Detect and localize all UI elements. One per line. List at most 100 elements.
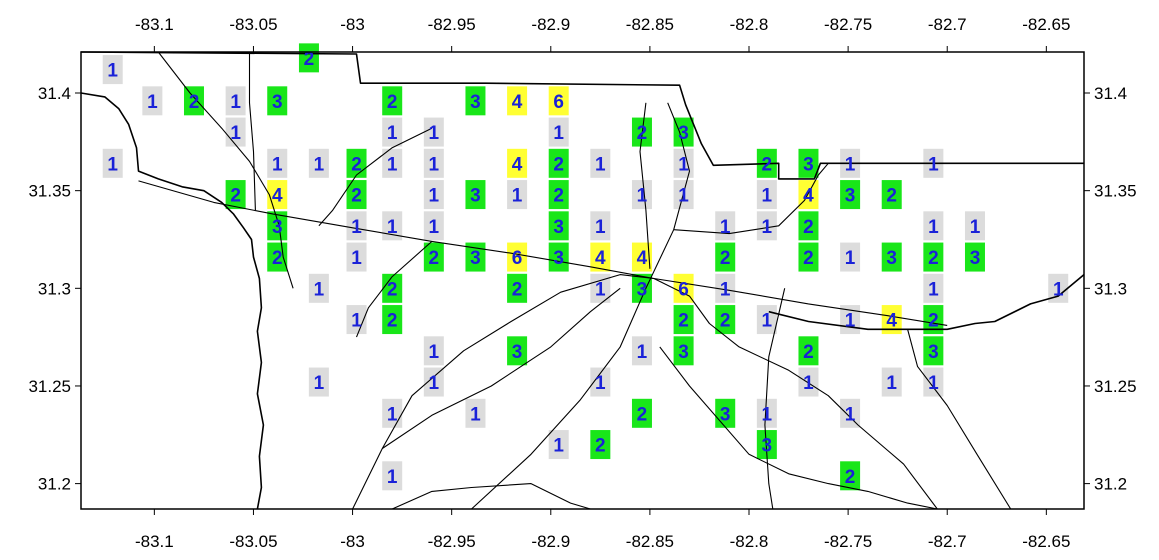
y-axis-right: 31.4 31.35 31.3 31.25 31.2 xyxy=(1084,84,1137,494)
grid-cell xyxy=(548,211,569,241)
y-tick-label-left: 31.25 xyxy=(28,377,71,396)
road-network xyxy=(138,51,1012,510)
county-boundaries xyxy=(80,51,1085,510)
grid-cell xyxy=(964,211,985,241)
grid-cell xyxy=(590,430,611,460)
grid-cell-count: 2 xyxy=(387,279,398,300)
grid-cell xyxy=(507,86,528,116)
grid-cell xyxy=(673,148,694,178)
boundary-line xyxy=(80,92,265,510)
grid-cell-count: 6 xyxy=(512,248,523,269)
y-axis-left: 31.4 31.35 31.3 31.25 31.2 xyxy=(28,84,81,494)
grid-cell-count: 1 xyxy=(720,217,731,238)
grid-cell-count: 1 xyxy=(272,154,283,175)
grid-cell-count: 4 xyxy=(637,248,648,269)
grid-cell-count: 1 xyxy=(387,467,398,488)
x-tick-label-top: -82.8 xyxy=(730,15,769,34)
grid-cell-count: 2 xyxy=(678,311,689,332)
grid-cell-count: 2 xyxy=(351,186,362,207)
plot-frame xyxy=(80,51,1085,510)
observation-counts: 1 2 1 2 1 3 2 3 4 6 1 1 1 1 2 3 1 1 1 2 1 1 4 2 1 1 2 3 1 1 2 4 2 1 3 1 2 1 1 1… xyxy=(107,49,1064,488)
grid-cell xyxy=(631,336,652,366)
grid-cell-count: 1 xyxy=(928,373,939,394)
grid-cell-count: 6 xyxy=(678,279,689,300)
grid-cell xyxy=(382,148,403,178)
grid-cell xyxy=(382,461,403,491)
grid-cell xyxy=(840,398,861,428)
grid-cell-count: 2 xyxy=(928,248,939,269)
grid-cell-count: 1 xyxy=(553,436,564,457)
y-tick-label-right: 31.35 xyxy=(1094,182,1137,201)
grid-cell-count: 1 xyxy=(845,154,856,175)
grid-cell xyxy=(382,117,403,147)
grid-cell-count: 1 xyxy=(387,217,398,238)
grid-cell xyxy=(423,117,444,147)
grid-cell xyxy=(423,180,444,210)
grid-cell-count: 2 xyxy=(845,467,856,488)
grid-cell-count: 1 xyxy=(429,373,440,394)
x-tick-label-bottom: -83 xyxy=(340,532,365,551)
grid-cell xyxy=(507,242,528,272)
grid-cell xyxy=(465,242,486,272)
grid-cell-count: 6 xyxy=(553,92,564,113)
grid-cell xyxy=(507,148,528,178)
grid-cell-count: 1 xyxy=(762,186,773,207)
grid-cell-count: 2 xyxy=(762,154,773,175)
grid-cell-count: 1 xyxy=(429,123,440,144)
grid-cell-count: 2 xyxy=(429,248,440,269)
grid-cell xyxy=(923,305,944,335)
grid-cell-count: 1 xyxy=(314,373,325,394)
grid-cell-count: 3 xyxy=(678,123,689,144)
grid-cell-count: 2 xyxy=(553,154,564,175)
road-line xyxy=(907,329,1012,510)
grid-cell xyxy=(590,367,611,397)
grid-cell-count: 1 xyxy=(387,154,398,175)
grid-cell-count: 2 xyxy=(512,279,523,300)
grid-cell xyxy=(923,273,944,303)
grid-cell xyxy=(465,180,486,210)
grid-cell xyxy=(590,242,611,272)
road-line xyxy=(764,288,786,510)
grid-cell-count: 1 xyxy=(230,123,241,144)
grid-cell-count: 1 xyxy=(147,92,158,113)
y-tick-label-left: 31.2 xyxy=(38,475,71,494)
x-tick-label-bottom: -82.95 xyxy=(428,532,476,551)
grid-cell-count: 1 xyxy=(595,373,606,394)
boundary-line xyxy=(80,51,1084,180)
road-line xyxy=(639,102,651,269)
grid-cell-count: 1 xyxy=(678,186,689,207)
grid-cell-count: 1 xyxy=(429,154,440,175)
grid-cell-count: 2 xyxy=(387,92,398,113)
road-line xyxy=(659,346,938,510)
grid-cell-count: 3 xyxy=(553,217,564,238)
grid-cell xyxy=(756,211,777,241)
grid-cell xyxy=(225,86,246,116)
grid-cell-count: 1 xyxy=(351,248,362,269)
grid-cell xyxy=(798,367,819,397)
grid-cell-count: 1 xyxy=(351,311,362,332)
grid-cell-count: 3 xyxy=(845,186,856,207)
grid-cell xyxy=(881,367,902,397)
x-tick-label-top: -82.9 xyxy=(531,15,570,34)
grid-cell-count: 1 xyxy=(928,154,939,175)
grid-cell-count: 2 xyxy=(304,49,315,70)
grid-cell-count: 1 xyxy=(387,404,398,425)
grid-cell xyxy=(798,148,819,178)
x-tick-label-bottom: -83.1 xyxy=(135,532,174,551)
grid-cell xyxy=(840,242,861,272)
grid-cell-count: 1 xyxy=(553,123,564,144)
grid-cell xyxy=(382,305,403,335)
grid-cell-count: 2 xyxy=(637,123,648,144)
grid-cell xyxy=(964,242,985,272)
y-tick-label-left: 31.4 xyxy=(38,84,71,103)
x-tick-label-top: -82.65 xyxy=(1022,15,1070,34)
grid-cell xyxy=(142,86,163,116)
grid-cell-count: 3 xyxy=(678,342,689,363)
x-tick-label-bottom: -83.05 xyxy=(229,532,277,551)
grid-cell xyxy=(631,273,652,303)
grid-cell-count: 1 xyxy=(230,92,241,113)
grid-cell-count: 2 xyxy=(351,154,362,175)
grid-cell xyxy=(548,86,569,116)
grid-cell-count: 1 xyxy=(845,248,856,269)
grid-cell xyxy=(346,305,367,335)
